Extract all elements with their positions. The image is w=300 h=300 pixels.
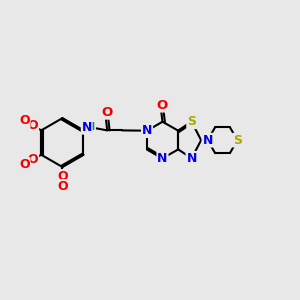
Text: O: O [101, 106, 112, 119]
Text: O: O [57, 170, 68, 183]
Text: O: O [28, 153, 38, 166]
Text: O: O [28, 119, 38, 132]
Text: O: O [57, 180, 68, 193]
Text: N: N [142, 124, 152, 137]
Text: O: O [156, 99, 167, 112]
Text: S: S [233, 134, 242, 147]
Text: O: O [19, 114, 30, 127]
Text: N: N [157, 152, 168, 165]
Text: S: S [187, 115, 196, 128]
Text: N: N [82, 121, 92, 134]
Text: H: H [86, 122, 95, 132]
Text: N: N [186, 152, 197, 165]
Text: O: O [19, 158, 30, 171]
Text: N: N [202, 134, 213, 147]
